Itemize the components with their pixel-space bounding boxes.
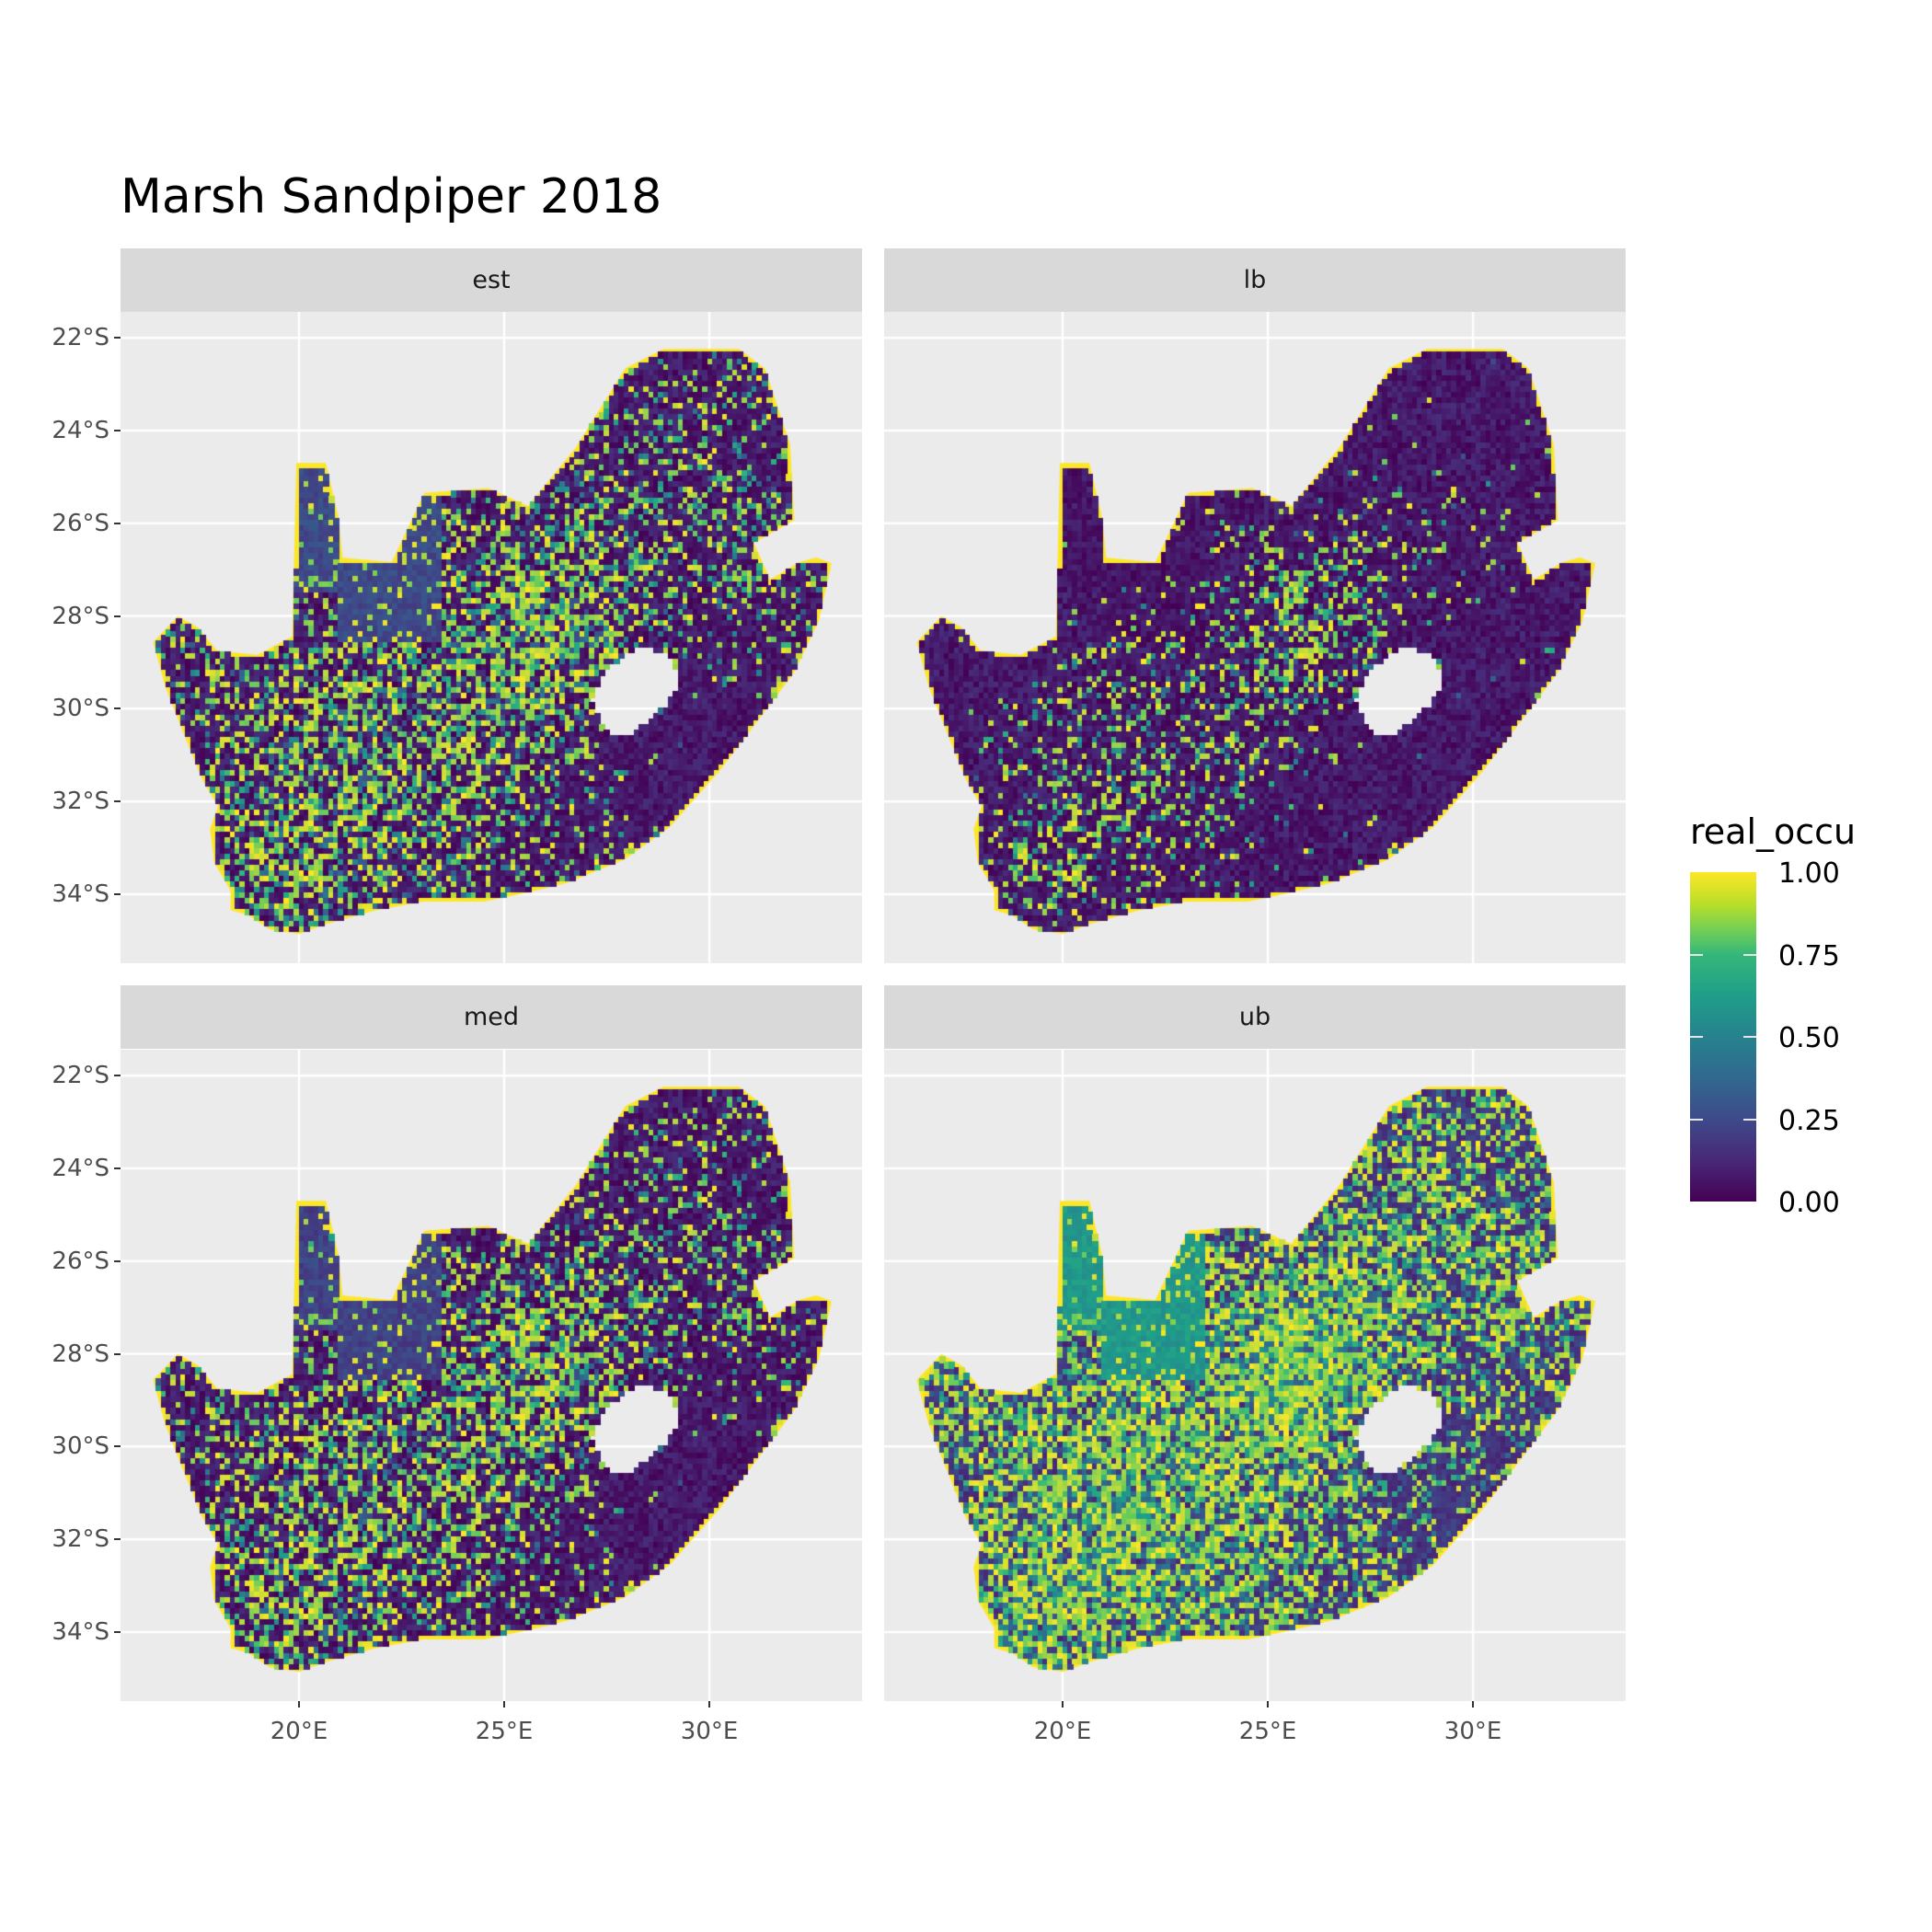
y-tick-mark xyxy=(114,707,121,710)
x-tick-label: 30°E xyxy=(680,1718,739,1745)
y-tick-mark xyxy=(114,615,121,617)
y-tick-mark xyxy=(114,522,121,524)
y-tick-label: 24°S xyxy=(52,417,109,444)
map-panel-ub xyxy=(884,1050,1626,1701)
x-tick-label: 25°E xyxy=(475,1718,534,1745)
x-tick-mark xyxy=(1062,1701,1064,1708)
facet-strip-est: est xyxy=(121,248,862,312)
facet-strip-label: est xyxy=(472,266,511,294)
occupancy-raster-med xyxy=(121,1050,862,1701)
y-tick-label: 26°S xyxy=(52,509,109,537)
y-tick-label: 28°S xyxy=(52,602,109,630)
occupancy-raster-lb xyxy=(884,312,1626,963)
legend-label: 1.00 xyxy=(1778,857,1840,890)
y-tick-label: 30°S xyxy=(52,1432,109,1461)
y-tick-label: 28°S xyxy=(52,1340,109,1368)
x-tick-mark xyxy=(1267,1701,1270,1708)
facet-strip-label: lb xyxy=(1243,266,1267,294)
y-tick-mark xyxy=(114,800,121,803)
map-panel-med xyxy=(121,1050,862,1701)
legend-label: 0.25 xyxy=(1778,1104,1840,1137)
map-panel-lb xyxy=(884,312,1626,963)
legend-tick xyxy=(1743,1118,1756,1121)
x-tick-mark xyxy=(298,1701,301,1708)
y-tick-label: 26°S xyxy=(52,1247,109,1275)
x-tick-label: 30°E xyxy=(1443,1718,1502,1745)
y-tick-mark xyxy=(114,1538,121,1541)
facet-strip-label: med xyxy=(463,1003,520,1031)
y-tick-mark xyxy=(114,1630,121,1633)
y-tick-label: 32°S xyxy=(52,1525,109,1554)
facet-strip-med: med xyxy=(121,985,862,1049)
plot-title: Marsh Sandpiper 2018 xyxy=(121,169,662,224)
map-panel-est xyxy=(121,312,862,963)
y-tick-mark xyxy=(114,1445,121,1448)
x-tick-mark xyxy=(708,1701,711,1708)
legend-tick xyxy=(1690,1118,1703,1121)
x-tick-mark xyxy=(503,1701,506,1708)
facet-strip-label: ub xyxy=(1238,1003,1271,1031)
y-tick-label: 34°S xyxy=(52,1617,109,1646)
legend-label: 0.75 xyxy=(1778,939,1840,972)
y-tick-mark xyxy=(114,337,121,339)
y-tick-mark xyxy=(114,1352,121,1355)
facet-strip-ub: ub xyxy=(884,985,1626,1049)
y-tick-label: 24°S xyxy=(52,1155,109,1182)
occupancy-raster-est xyxy=(121,312,862,963)
occupancy-raster-ub xyxy=(884,1050,1626,1701)
y-tick-label: 30°S xyxy=(52,695,109,723)
legend-tick xyxy=(1743,953,1756,956)
y-tick-mark xyxy=(114,1259,121,1262)
y-tick-label: 32°S xyxy=(52,788,109,816)
y-tick-mark xyxy=(114,1075,121,1077)
y-tick-label: 34°S xyxy=(52,880,109,908)
x-tick-label: 20°E xyxy=(1033,1718,1092,1745)
legend-label: 0.00 xyxy=(1778,1187,1840,1219)
y-tick-mark xyxy=(114,430,121,431)
x-tick-label: 20°E xyxy=(270,1718,328,1745)
legend-tick xyxy=(1690,953,1703,956)
x-tick-label: 25°E xyxy=(1238,1718,1297,1745)
legend-title: real_occu xyxy=(1690,811,1857,852)
legend-tick xyxy=(1743,1036,1756,1038)
legend-tick xyxy=(1690,1036,1703,1038)
y-tick-mark xyxy=(114,1167,121,1169)
y-tick-label: 22°S xyxy=(52,324,109,352)
y-tick-label: 22°S xyxy=(52,1062,109,1090)
legend-label: 0.50 xyxy=(1778,1022,1840,1054)
x-tick-mark xyxy=(1472,1701,1475,1708)
y-tick-mark xyxy=(114,892,121,895)
facet-strip-lb: lb xyxy=(884,248,1626,312)
